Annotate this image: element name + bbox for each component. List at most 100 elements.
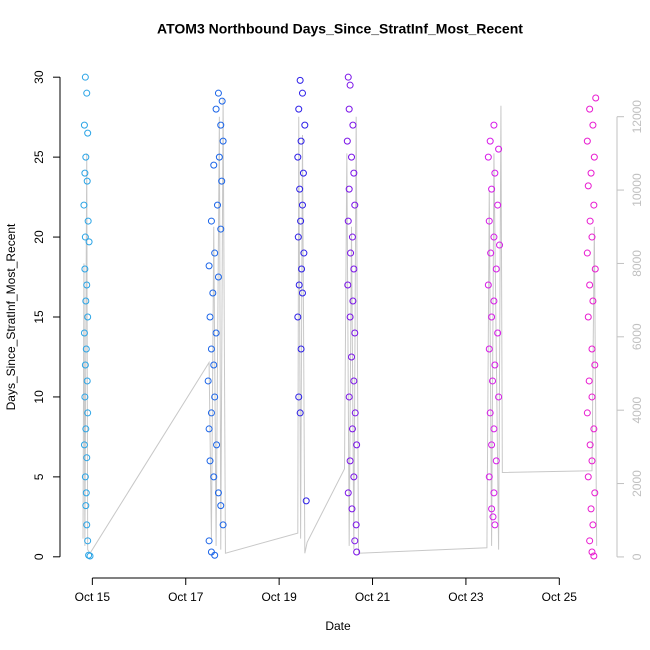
data-point <box>81 73 89 81</box>
data-point <box>496 241 504 249</box>
data-point <box>584 182 592 190</box>
data-point <box>83 377 91 385</box>
data-point <box>83 177 91 185</box>
data-point <box>297 217 305 225</box>
y-tick-label: 30 <box>32 70 46 84</box>
data-point <box>295 393 303 401</box>
data-point <box>484 281 492 289</box>
data-point <box>80 201 88 209</box>
data-point <box>491 169 499 177</box>
data-point <box>351 201 359 209</box>
data-point <box>489 513 497 521</box>
data-point <box>210 361 218 369</box>
data-point <box>490 425 498 433</box>
data-point <box>583 137 591 145</box>
data-point <box>344 281 352 289</box>
data-point <box>494 329 502 337</box>
data-point <box>205 262 213 270</box>
data-point <box>211 551 219 559</box>
data-point <box>298 289 306 297</box>
data-point <box>298 89 306 97</box>
data-point <box>591 489 599 497</box>
data-point <box>302 497 310 505</box>
data-point <box>212 329 220 337</box>
data-point <box>84 129 92 137</box>
data-point <box>298 201 306 209</box>
data-point <box>344 73 352 81</box>
data-point <box>85 238 93 246</box>
data-point <box>84 409 92 417</box>
data-point <box>494 201 502 209</box>
data-point <box>83 521 91 529</box>
data-point <box>490 297 498 305</box>
data-point <box>345 393 353 401</box>
chart-title: ATOM3 Northbound Days_Since_StratInf_Mos… <box>157 21 523 37</box>
data-point <box>294 233 302 241</box>
data-point <box>591 361 599 369</box>
data-point <box>344 489 352 497</box>
data-point <box>207 409 215 417</box>
data-point <box>206 313 214 321</box>
data-point <box>300 249 308 257</box>
data-point <box>294 153 302 161</box>
data-point <box>490 489 498 497</box>
data-point <box>82 153 90 161</box>
data-point <box>82 502 90 510</box>
data-point <box>353 441 361 449</box>
data-point <box>485 473 493 481</box>
data-point <box>294 313 302 321</box>
data-point <box>297 137 305 145</box>
data-point <box>583 249 591 257</box>
data-point <box>350 169 358 177</box>
x-tick-label: Oct 19 <box>261 590 297 604</box>
data-point <box>586 537 594 545</box>
data-point <box>585 377 593 385</box>
data-point <box>588 233 596 241</box>
data-point <box>219 521 227 529</box>
x-axis-label: Date <box>325 619 351 633</box>
data-point <box>350 377 358 385</box>
data-point <box>299 169 307 177</box>
data-point <box>348 425 356 433</box>
y2-tick-label: 2000 <box>630 470 644 497</box>
data-point <box>81 169 89 177</box>
data-point <box>495 145 503 153</box>
data-point <box>488 313 496 321</box>
data-point <box>491 521 499 529</box>
data-point <box>213 201 221 209</box>
data-point <box>295 281 303 289</box>
data-point <box>346 81 354 89</box>
data-point <box>584 313 592 321</box>
data-point <box>495 393 503 401</box>
data-point <box>348 153 356 161</box>
data-point <box>348 505 356 513</box>
data-point <box>214 89 222 97</box>
data-point <box>219 137 227 145</box>
data-point <box>590 425 598 433</box>
data-point <box>296 185 304 193</box>
data-point <box>351 537 359 545</box>
data-point <box>83 281 91 289</box>
data-point <box>349 121 357 129</box>
data-point <box>486 409 494 417</box>
data-point <box>346 457 354 465</box>
data-point <box>85 551 93 559</box>
data-point <box>347 249 355 257</box>
data-point <box>351 329 359 337</box>
data-point <box>82 345 90 353</box>
data-point <box>211 393 219 401</box>
x-tick-label: Oct 15 <box>75 590 111 604</box>
data-point <box>204 377 212 385</box>
data-line <box>82 98 598 555</box>
y2-tick-label: 4000 <box>630 397 644 424</box>
data-point <box>349 297 357 305</box>
data-point <box>301 121 309 129</box>
data-point <box>345 105 353 113</box>
data-point <box>296 409 304 417</box>
data-point <box>590 201 598 209</box>
data-point <box>490 121 498 129</box>
data-point <box>210 473 218 481</box>
data-point <box>214 489 222 497</box>
data-point <box>583 409 591 417</box>
